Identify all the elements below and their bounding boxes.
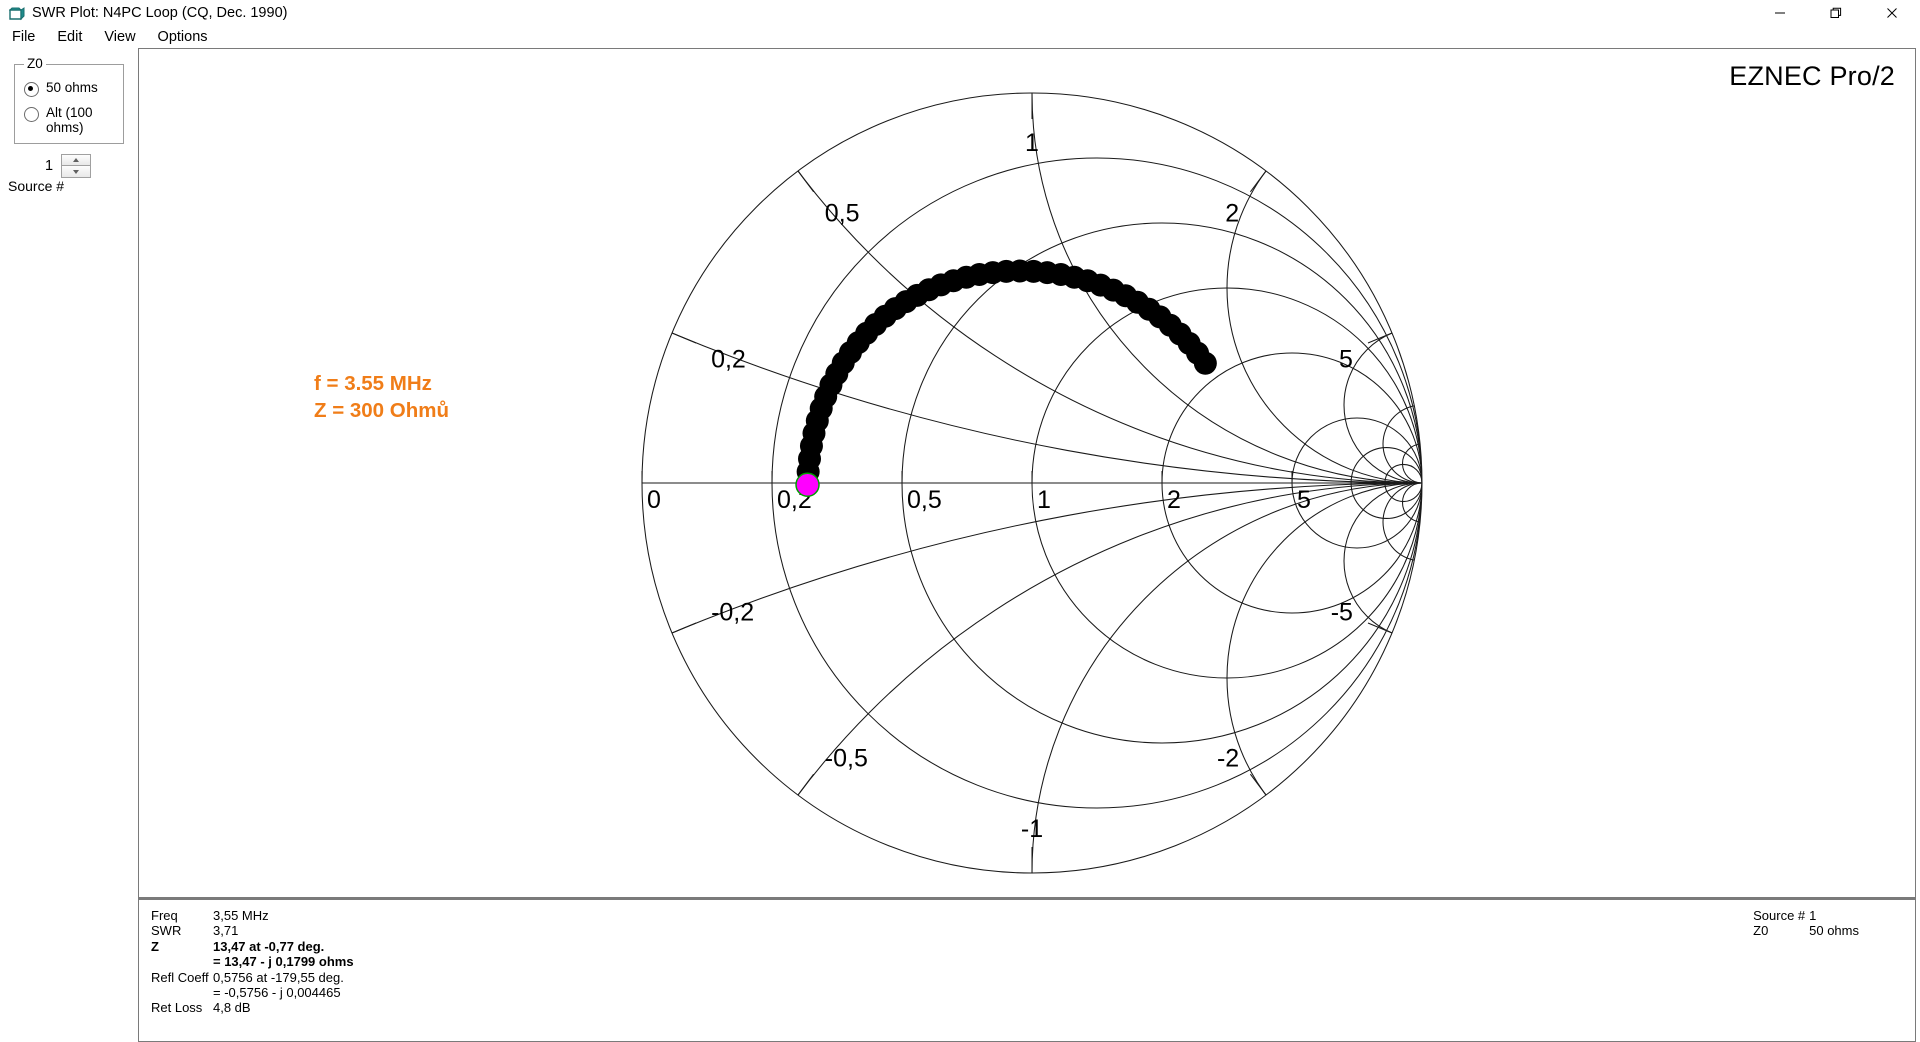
- readout-row: Ret Loss 4,8 dB: [151, 1000, 354, 1015]
- radio-z0-50-ohms[interactable]: 50 ohms: [24, 80, 98, 97]
- title-bar: SWR Plot: N4PC Loop (CQ, Dec. 1990): [0, 0, 1920, 26]
- left-control-panel: Z0 50 ohms Alt (100 ohms) 1 Source #: [0, 48, 138, 1042]
- stepper-up-button[interactable]: [61, 154, 92, 166]
- menu-options[interactable]: Options: [157, 29, 208, 45]
- status-readout-panel: Freq 3,55 MHz SWR 3,71 Z 13,47 at -0,77 deg. =…: [138, 898, 1916, 1042]
- maximize-restore-button[interactable]: [1808, 0, 1864, 26]
- svg-text:1: 1: [1025, 129, 1039, 157]
- readout-key: Z: [151, 938, 159, 954]
- readout-key: [151, 985, 213, 1000]
- readout-row: Z0 50 ohms: [1753, 923, 1859, 938]
- readout-value: 4,8 dB: [213, 1000, 251, 1016]
- window-controls: [1752, 0, 1920, 26]
- source-number-label: Source #: [8, 178, 65, 194]
- readout-value: 3,55 MHz: [213, 908, 269, 923]
- readout-row: = -0,5756 - j 0,004465: [151, 985, 354, 1000]
- readout-row: Freq 3,55 MHz: [151, 908, 354, 923]
- svg-text:0,5: 0,5: [907, 486, 942, 514]
- close-button[interactable]: [1864, 0, 1920, 26]
- readout-value: 3,71: [213, 923, 239, 939]
- readout-row: Refl Coeff 0,5756 at -179,55 deg.: [151, 970, 354, 985]
- svg-text:-2: -2: [1217, 745, 1239, 773]
- svg-text:0,5: 0,5: [825, 199, 860, 227]
- svg-text:1: 1: [1037, 486, 1051, 514]
- svg-text:-5: -5: [1331, 598, 1353, 626]
- menu-file[interactable]: File: [12, 29, 36, 45]
- readout-key: Ret Loss: [151, 1000, 203, 1016]
- stepper-down-button[interactable]: [61, 166, 92, 178]
- readout-key: Source #: [1753, 908, 1806, 923]
- menu-edit[interactable]: Edit: [57, 29, 83, 45]
- z0-groupbox: Z0 50 ohms Alt (100 ohms): [14, 56, 124, 144]
- svg-text:-1: -1: [1021, 815, 1043, 843]
- stepper-buttons: [61, 154, 92, 178]
- minimize-button[interactable]: [1752, 0, 1808, 26]
- svg-text:-0,5: -0,5: [825, 745, 868, 773]
- readout-value: 50 ohms: [1809, 923, 1859, 939]
- readout-left-table: Freq 3,55 MHz SWR 3,71 Z 13,47 at -0,77 deg. =…: [151, 908, 354, 1016]
- annotation-line-frequency: f = 3.55 MHz: [314, 372, 432, 395]
- readout-key: Freq: [151, 908, 178, 923]
- readout-value: 0,5756 at -179,55 deg.: [213, 969, 344, 985]
- svg-text:2: 2: [1167, 486, 1181, 514]
- menu-bar: File Edit View Options: [0, 26, 1920, 48]
- svg-text:5: 5: [1297, 486, 1311, 514]
- readout-right-table: Source #1 Z0 50 ohms: [1753, 908, 1859, 939]
- readout-row: Z 13,47 at -0,77 deg.: [151, 939, 354, 954]
- readout-key: [151, 954, 213, 969]
- brand-label: EZNEC Pro/2: [1729, 61, 1895, 91]
- radio-button-icon: [24, 107, 39, 122]
- svg-text:5: 5: [1339, 346, 1353, 374]
- readout-row: SWR 3,71: [151, 923, 354, 938]
- chevron-up-icon: [73, 158, 80, 162]
- svg-text:0,2: 0,2: [711, 346, 746, 374]
- readout-value: 1: [1809, 908, 1817, 923]
- svg-text:-0,2: -0,2: [711, 598, 754, 626]
- chevron-down-icon: [73, 169, 80, 174]
- readout-row: = 13,47 - j 0,1799 ohms: [151, 954, 354, 969]
- svg-text:2: 2: [1225, 199, 1239, 227]
- readout-key: SWR: [151, 923, 182, 939]
- readout-value: = -0,5756 - j 0,004465: [213, 985, 341, 1001]
- radio-z0-50-ohms-label: 50 ohms: [46, 80, 98, 95]
- source-number-stepper[interactable]: 1: [14, 154, 122, 178]
- readout-key: Z0: [1753, 923, 1769, 939]
- readout-value: = 13,47 - j 0,1799 ohms: [213, 954, 354, 970]
- radio-z0-alt-label: Alt (100 ohms): [46, 105, 93, 135]
- radio-button-icon: [24, 82, 39, 97]
- readout-value: 13,47 at -0,77 deg.: [213, 938, 325, 954]
- annotation-line-impedance: Z = 300 Ohmů: [314, 399, 450, 422]
- plot-annotation: f = 3.55 MHz Z = 300 Ohmů: [314, 370, 449, 424]
- radio-z0-alt-100-ohms[interactable]: Alt (100 ohms): [24, 105, 123, 135]
- readout-row: Source #1: [1753, 908, 1859, 923]
- z0-groupbox-legend: Z0: [24, 56, 46, 71]
- window-title: SWR Plot: N4PC Loop (CQ, Dec. 1990): [32, 5, 288, 21]
- readout-key: Refl Coeff: [151, 969, 209, 985]
- svg-text:0: 0: [647, 486, 661, 514]
- smith-chart-plot-area[interactable]: EZNEC Pro/2 f = 3.55 MHz Z = 300 Ohmů 0 0…: [138, 48, 1916, 898]
- window-app-icon: [8, 4, 26, 22]
- source-number-value: 1: [44, 158, 54, 174]
- menu-view[interactable]: View: [104, 29, 136, 45]
